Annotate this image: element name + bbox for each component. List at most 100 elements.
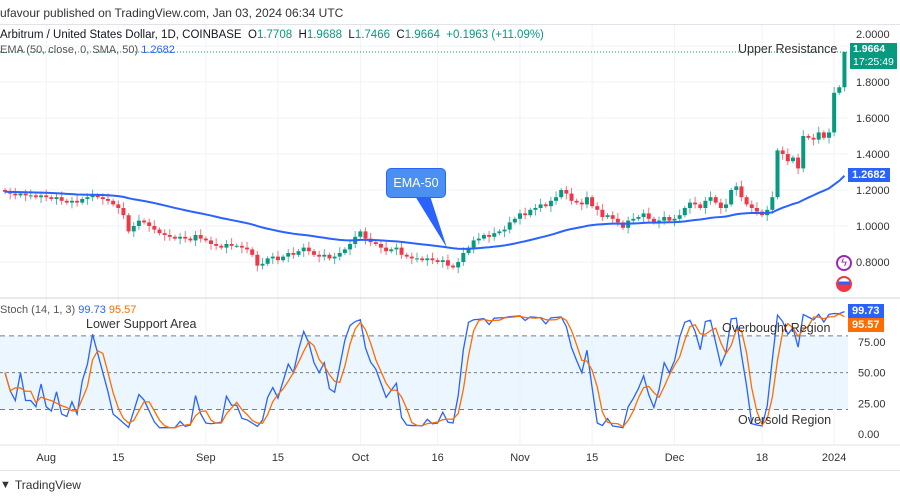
candle-body — [481, 235, 486, 239]
candle-body — [126, 215, 131, 232]
footer: ▼ TradingView — [0, 478, 81, 492]
candle-body — [832, 92, 837, 133]
candle-body — [332, 256, 337, 259]
candle-body — [95, 195, 100, 198]
candle-body — [775, 150, 780, 198]
candle-body — [724, 204, 728, 208]
candle-body — [559, 190, 564, 198]
candle-body — [512, 218, 517, 223]
candle-body — [136, 220, 141, 226]
candle-body — [337, 253, 342, 257]
candle-body — [121, 208, 126, 216]
candle-body — [13, 193, 18, 196]
ema-line — [4, 175, 846, 250]
candle-body — [801, 136, 806, 169]
oversold-label: Oversold Region — [738, 413, 832, 427]
candle-body — [564, 190, 569, 194]
ema-legend[interactable]: EMA (50, close, 0, SMA, 50) 1.2682 — [0, 44, 175, 56]
candle-body — [209, 240, 213, 244]
stoch-axis-label: 50.00 — [858, 368, 886, 380]
tradingview-logo-icon: ▼ — [0, 479, 11, 491]
candle-body — [754, 208, 759, 212]
time-axis-label: Aug — [36, 452, 56, 464]
candle-body — [142, 220, 147, 223]
stoch-d-line — [4, 313, 845, 429]
candle-body — [291, 253, 296, 255]
candle-body — [265, 258, 270, 264]
candle-body — [708, 197, 713, 201]
close-label: C — [396, 29, 405, 41]
candle-body — [270, 256, 275, 259]
candle-body — [574, 200, 579, 203]
candle-body — [33, 195, 38, 198]
candle-body — [425, 258, 430, 261]
candle-body — [229, 244, 234, 246]
candle-body — [806, 136, 811, 138]
candle-body — [837, 87, 842, 93]
candle-body — [18, 193, 23, 196]
price-axis-label: 1.4000 — [856, 149, 890, 161]
open-label: O — [247, 29, 257, 41]
footer-brand[interactable]: TradingView — [14, 478, 81, 492]
ema-callout[interactable]: EMA-50 — [386, 168, 446, 198]
candle-body — [497, 231, 502, 234]
stoch-axis-label: 75.00 — [858, 337, 886, 349]
candle-body — [554, 197, 559, 201]
candle-body — [631, 218, 636, 221]
ema-price-tag: 1.2682 — [848, 168, 890, 182]
candle-body — [203, 238, 208, 241]
candle-body — [193, 235, 198, 241]
candle-body — [363, 231, 368, 239]
flag-icon[interactable] — [836, 276, 852, 292]
candle-body — [780, 150, 785, 154]
stoch-d-tag: 95.57 — [848, 318, 884, 332]
candle-body — [518, 213, 522, 219]
candle-body — [342, 249, 347, 253]
upper-resistance-label: Upper Resistance — [738, 42, 838, 56]
candle-body — [409, 256, 414, 259]
candle-body — [378, 244, 383, 248]
candle-body — [790, 157, 795, 162]
candle-body — [445, 260, 450, 266]
candle-body — [394, 247, 399, 250]
candle-body — [667, 217, 672, 221]
candle-body — [49, 197, 54, 199]
stoch-k-tag: 99.73 — [848, 304, 884, 318]
stoch-legend[interactable]: Stoch (14, 1, 3) 99.73 95.57 — [0, 304, 136, 316]
candle-body — [744, 197, 749, 205]
candle-body — [415, 258, 419, 260]
price-countdown: 17:25:49 — [853, 56, 894, 68]
candle-body — [430, 258, 435, 261]
candle-body — [533, 208, 538, 210]
publisher-line: ufavour published on TradingView.com, Ja… — [0, 6, 344, 20]
price-axis-label: 0.8000 — [856, 257, 890, 269]
lightning-icon[interactable]: ϟ — [836, 255, 852, 271]
price-tag: 1.9664 17:25:49 — [850, 43, 897, 69]
time-axis-label: 15 — [112, 452, 124, 464]
stoch-d-value: 95.57 — [108, 304, 137, 316]
candle-body — [646, 213, 651, 219]
candle-body — [528, 209, 533, 216]
candle-body — [306, 247, 311, 252]
candle-body — [461, 253, 466, 262]
candle-body — [111, 200, 116, 205]
candle-body — [131, 226, 136, 232]
candle-body — [172, 236, 177, 239]
candle-body — [239, 245, 244, 248]
stoch-label: Stoch (14, 1, 3) — [0, 304, 76, 316]
candle-body — [358, 231, 363, 237]
ema-label: EMA (50, close, 0, SMA, 50) — [0, 44, 139, 56]
time-axis-label: 16 — [431, 452, 443, 464]
candle-body — [523, 213, 528, 216]
candle-body — [703, 200, 708, 208]
candle-body — [198, 235, 203, 239]
candle-body — [785, 154, 790, 162]
candle-body — [435, 260, 440, 262]
candle-body — [116, 204, 121, 208]
candle-body — [322, 254, 327, 257]
candle-body — [69, 200, 74, 203]
candle-body — [147, 222, 152, 226]
candle-body — [734, 186, 739, 190]
candle-body — [610, 215, 615, 219]
